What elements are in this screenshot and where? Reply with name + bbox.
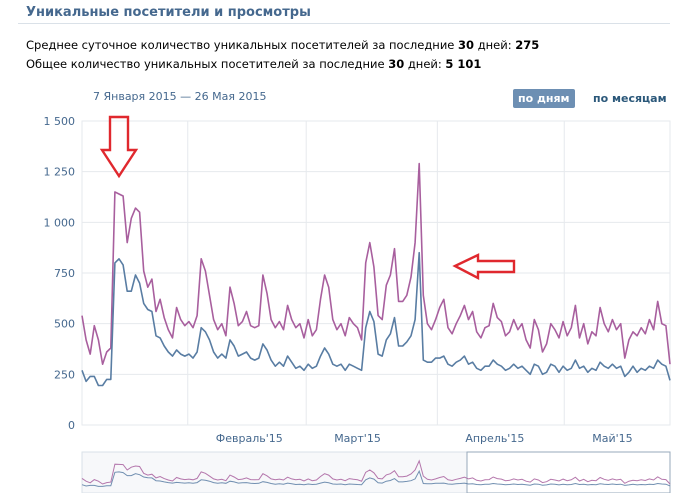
visitors-mini-line bbox=[81, 469, 671, 487]
stat2-days: 30 bbox=[388, 57, 405, 71]
stat2-value: 5 101 bbox=[445, 57, 482, 71]
section-title: Уникальные посетители и просмотры bbox=[26, 5, 311, 20]
views-line bbox=[81, 162, 671, 366]
stat2-mid: дней: bbox=[404, 57, 446, 71]
x-tick-label: Май'15 bbox=[592, 432, 632, 445]
by-days-button[interactable]: по дням bbox=[513, 89, 575, 108]
x-axis: Февраль'15 Март'15 Апрель'15 Май'15 bbox=[216, 432, 633, 445]
down-arrow-icon bbox=[99, 115, 139, 179]
x-tick-label: Апрель'15 bbox=[465, 432, 524, 445]
chart-series bbox=[81, 162, 671, 387]
stat2-prefix: Общее количество уникальных посетителей … bbox=[26, 57, 389, 71]
y-tick-label: 250 bbox=[54, 368, 75, 381]
navigator-selection bbox=[466, 451, 671, 493]
y-tick-label: 750 bbox=[54, 267, 75, 280]
visitors-line bbox=[81, 251, 671, 387]
chart-grid bbox=[81, 120, 671, 426]
section-divider bbox=[18, 23, 670, 24]
daily-average-stat: Среднее суточное количество уникальных п… bbox=[26, 38, 539, 52]
y-tick-label: 500 bbox=[54, 318, 75, 331]
by-months-button[interactable]: по месяцам bbox=[593, 92, 667, 105]
stat1-mid: дней: bbox=[474, 38, 516, 52]
y-tick-label: 1 500 bbox=[44, 115, 76, 128]
x-tick-label: Февраль'15 bbox=[216, 432, 283, 445]
y-tick-label: 1 000 bbox=[44, 216, 76, 229]
y-axis: 0 250 500 750 1 000 1 250 1 500 bbox=[44, 115, 76, 432]
total-visitors-stat: Общее количество уникальных посетителей … bbox=[26, 57, 481, 71]
y-tick-label: 1 250 bbox=[44, 166, 76, 179]
stat1-days: 30 bbox=[458, 38, 475, 52]
stat1-value: 275 bbox=[515, 38, 540, 52]
range-navigator bbox=[81, 451, 671, 493]
annotation-arrows bbox=[99, 115, 516, 280]
views-mini-line bbox=[81, 459, 671, 485]
y-tick-label: 0 bbox=[68, 419, 75, 432]
left-arrow-icon bbox=[452, 253, 516, 280]
date-range-label[interactable]: 7 Января 2015 — 26 Мая 2015 bbox=[93, 90, 267, 103]
x-tick-label: Март'15 bbox=[334, 432, 381, 445]
stat1-prefix: Среднее суточное количество уникальных п… bbox=[26, 38, 459, 52]
